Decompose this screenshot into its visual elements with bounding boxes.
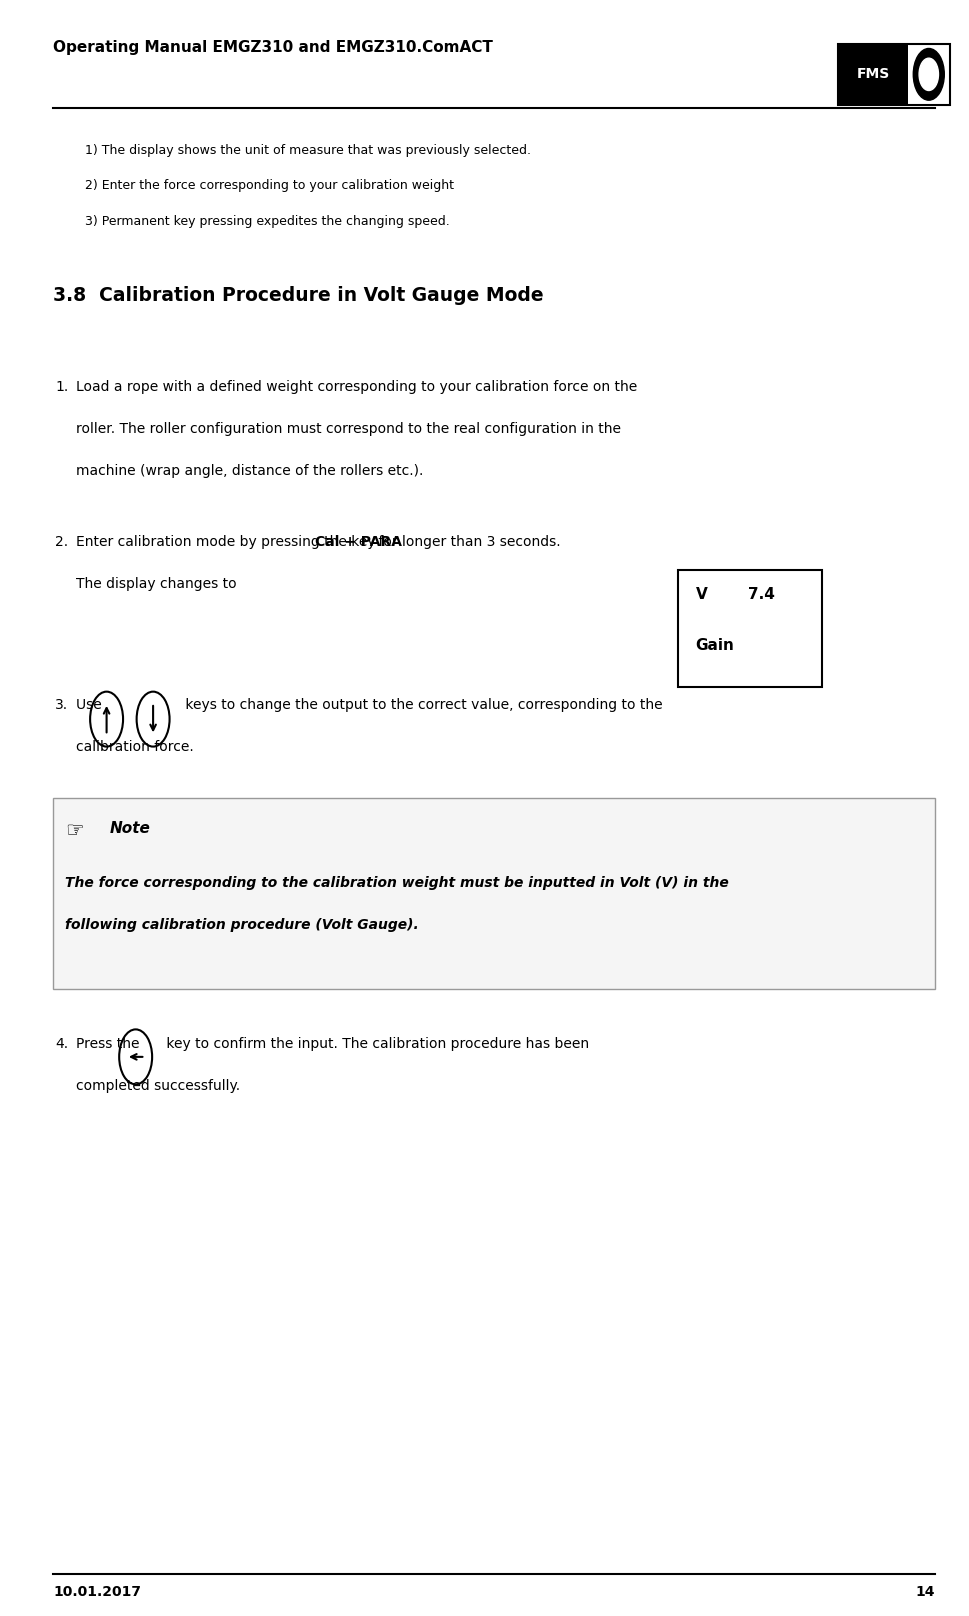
Text: 1) The display shows the unit of measure that was previously selected.: 1) The display shows the unit of measure… bbox=[85, 144, 531, 157]
Circle shape bbox=[913, 48, 944, 100]
Text: machine (wrap angle, distance of the rollers etc.).: machine (wrap angle, distance of the rol… bbox=[76, 464, 422, 478]
Text: following calibration procedure (Volt Gauge).: following calibration procedure (Volt Ga… bbox=[65, 918, 419, 932]
Text: Use: Use bbox=[76, 698, 106, 713]
Text: The display changes to: The display changes to bbox=[76, 577, 236, 591]
Circle shape bbox=[919, 58, 938, 90]
FancyBboxPatch shape bbox=[678, 570, 822, 687]
Text: key to confirm the input. The calibration procedure has been: key to confirm the input. The calibratio… bbox=[162, 1037, 589, 1052]
Text: Press the: Press the bbox=[76, 1037, 143, 1052]
Text: 1.: 1. bbox=[55, 380, 69, 394]
Text: 14: 14 bbox=[916, 1585, 935, 1600]
Text: 3) Permanent key pressing expedites the changing speed.: 3) Permanent key pressing expedites the … bbox=[85, 215, 450, 228]
FancyBboxPatch shape bbox=[838, 44, 950, 105]
Text: 7.4: 7.4 bbox=[748, 587, 775, 601]
Text: roller. The roller configuration must correspond to the real configuration in th: roller. The roller configuration must co… bbox=[76, 422, 620, 436]
Text: 3.: 3. bbox=[55, 698, 69, 713]
Text: Gain: Gain bbox=[696, 638, 735, 653]
FancyBboxPatch shape bbox=[53, 798, 935, 989]
Text: Note: Note bbox=[109, 821, 150, 835]
Text: Operating Manual EMGZ310 and EMGZ310.ComACT: Operating Manual EMGZ310 and EMGZ310.Com… bbox=[53, 40, 493, 55]
Text: Enter calibration mode by pressing the key: Enter calibration mode by pressing the k… bbox=[76, 535, 380, 549]
Text: calibration force.: calibration force. bbox=[76, 740, 194, 755]
Text: The force corresponding to the calibration weight must be inputted in Volt (V) i: The force corresponding to the calibrati… bbox=[65, 876, 729, 890]
Text: keys to change the output to the correct value, corresponding to the: keys to change the output to the correct… bbox=[181, 698, 663, 713]
Text: 4.: 4. bbox=[55, 1037, 69, 1052]
Text: completed successfully.: completed successfully. bbox=[76, 1079, 239, 1094]
FancyBboxPatch shape bbox=[838, 44, 908, 105]
Text: 10.01.2017: 10.01.2017 bbox=[53, 1585, 141, 1600]
Text: FMS: FMS bbox=[857, 68, 890, 81]
Text: Load a rope with a defined weight corresponding to your calibration force on the: Load a rope with a defined weight corres… bbox=[76, 380, 637, 394]
Text: 3.8  Calibration Procedure in Volt Gauge Mode: 3.8 Calibration Procedure in Volt Gauge … bbox=[53, 286, 544, 305]
Text: 2) Enter the force corresponding to your calibration weight: 2) Enter the force corresponding to your… bbox=[85, 179, 454, 192]
Text: for longer than 3 seconds.: for longer than 3 seconds. bbox=[374, 535, 560, 549]
Text: Cal + PARA: Cal + PARA bbox=[315, 535, 402, 549]
Text: 2.: 2. bbox=[55, 535, 69, 549]
Text: V: V bbox=[696, 587, 707, 601]
Text: ☞: ☞ bbox=[65, 821, 83, 840]
